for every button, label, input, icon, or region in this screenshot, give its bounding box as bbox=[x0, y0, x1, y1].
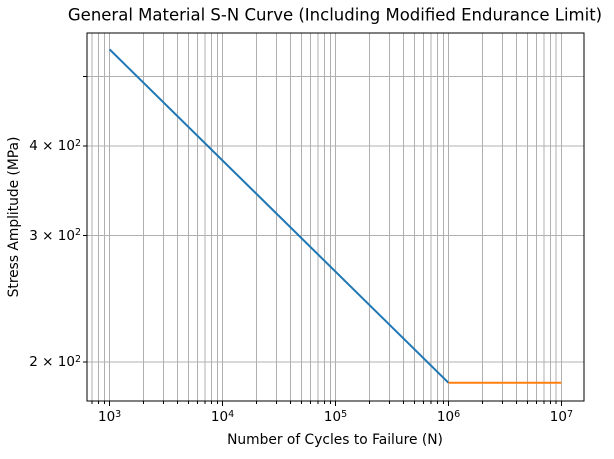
x-tick-label: 105 bbox=[323, 408, 348, 425]
x-tick-label: 107 bbox=[549, 408, 574, 425]
exponent: 2 bbox=[74, 353, 81, 365]
y-tick-label: 2 × 102 bbox=[29, 353, 81, 370]
series-sn-curve-finite-life bbox=[108, 48, 450, 384]
exponent: 7 bbox=[566, 408, 574, 420]
x-tick-label: 106 bbox=[436, 408, 461, 425]
axes-layer bbox=[83, 32, 585, 406]
exponent: 5 bbox=[341, 408, 348, 420]
exponent: 2 bbox=[74, 137, 81, 149]
y-tick-label: 4 × 102 bbox=[29, 137, 81, 154]
y-tick-label: 3 × 102 bbox=[29, 227, 81, 244]
exponent: 4 bbox=[228, 408, 235, 420]
exponent: 3 bbox=[115, 408, 122, 420]
chart-title: General Material S-N Curve (Including Mo… bbox=[67, 5, 603, 25]
y-axis-label: Stress Amplitude (MPa) bbox=[6, 136, 22, 298]
x-axis-label: Number of Cycles to Failure (N) bbox=[227, 432, 443, 448]
series-layer bbox=[108, 48, 562, 384]
exponent: 6 bbox=[454, 408, 461, 420]
x-tick-label: 104 bbox=[210, 408, 235, 425]
grid-layer bbox=[87, 33, 584, 401]
x-tick-label: 103 bbox=[97, 408, 122, 425]
exponent: 2 bbox=[74, 227, 81, 239]
